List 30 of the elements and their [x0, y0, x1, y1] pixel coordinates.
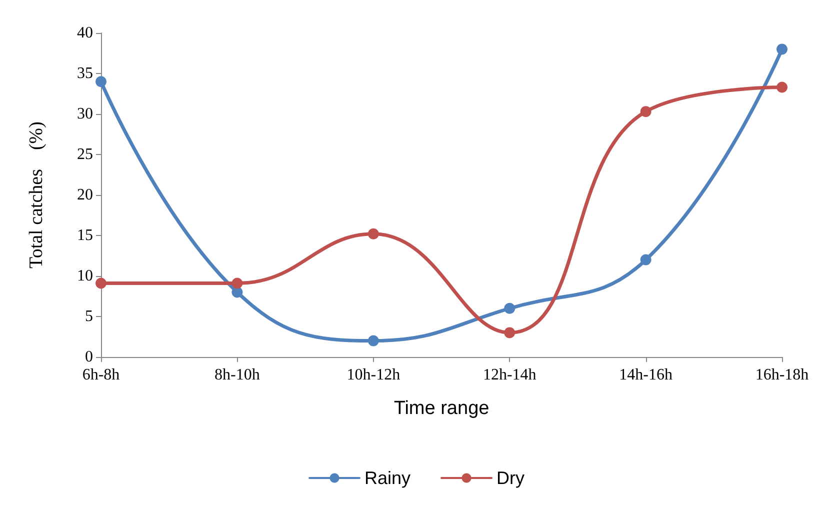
y-tick-label: 15: [77, 227, 93, 244]
y-tick-label: 5: [85, 308, 93, 325]
y-axis-title: Total catches (%): [26, 122, 47, 268]
point: [232, 278, 243, 289]
point: [640, 106, 652, 118]
y-tick-label: 10: [77, 268, 93, 284]
point: [776, 44, 788, 55]
y-tick-label: 20: [77, 186, 93, 204]
y-tick-label: 30: [77, 106, 93, 122]
point: [96, 76, 106, 88]
x-tick-label: 10h-12h: [346, 366, 400, 384]
legend-label: Dry: [496, 468, 525, 488]
y-tick-label: 40: [77, 24, 93, 42]
point: [368, 228, 379, 240]
y-tick-label: 25: [77, 146, 93, 163]
x-tick-label: 16h-18h: [755, 366, 809, 384]
x-tick-label: 12h-14h: [482, 366, 536, 384]
x-tick-label: 14h-16h: [619, 366, 672, 384]
y-tick-label: 35: [77, 65, 93, 82]
point: [504, 302, 516, 314]
x-tick-label: 8h-10h: [214, 366, 260, 384]
x-tick-label: 6h-8h: [82, 366, 120, 384]
point: [96, 278, 106, 289]
point: [504, 327, 516, 338]
legend-label: Rainy: [364, 468, 411, 488]
x-axis-title: Time range: [394, 398, 490, 419]
point: [368, 335, 379, 346]
y-tick-label: 0: [85, 348, 93, 366]
point: [640, 254, 652, 266]
point: [776, 82, 788, 93]
